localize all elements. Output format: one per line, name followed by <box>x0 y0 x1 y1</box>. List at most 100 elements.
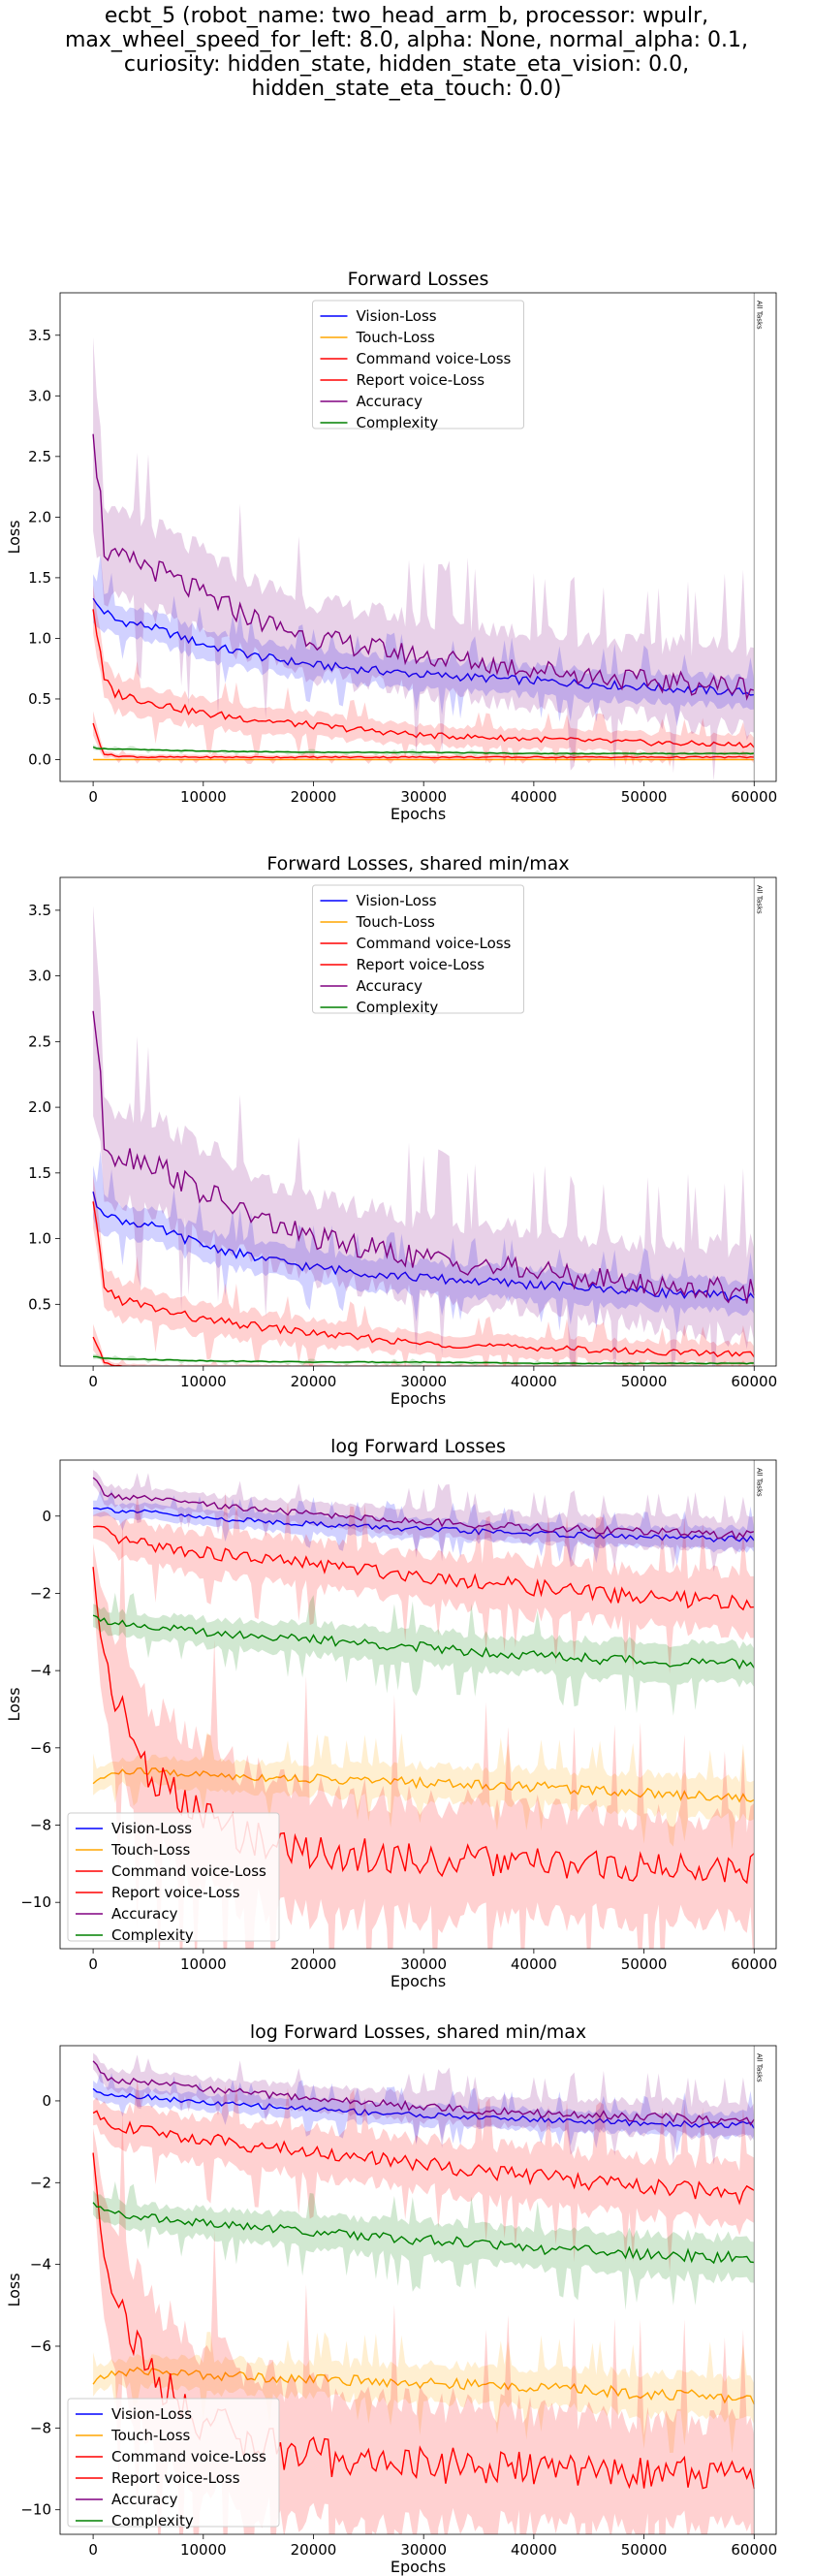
axes-frame <box>59 292 777 782</box>
legend-entry: Command voice-Loss <box>357 350 512 367</box>
y-tick-label: −2 <box>30 1584 51 1602</box>
x-tick-label: 40000 <box>511 2541 557 2559</box>
y-axis-label: Loss <box>5 2273 23 2306</box>
legend-entry: Complexity <box>357 414 439 431</box>
x-tick-label: 20000 <box>291 1956 337 1973</box>
series-line-touch-loss <box>92 1766 755 1803</box>
axes-frame <box>59 1459 777 1950</box>
legend-entry: Report voice-Loss <box>357 371 485 389</box>
series-band-complexity <box>93 2181 755 2310</box>
series-band-command-voice-loss <box>93 1492 755 1674</box>
legend-entry: Touch-Loss <box>110 1841 191 1859</box>
series-line-accuracy <box>92 1477 755 1541</box>
chart-panel-3: log Forward Losses All Tasks 0 10000 20000 30… <box>5 1436 777 1990</box>
x-tick-label: 50000 <box>621 2541 668 2559</box>
y-tick-label: 2.5 <box>28 448 51 465</box>
legend-entry: Command voice-Loss <box>111 1862 266 1880</box>
y-tick-label: 3.0 <box>28 968 51 985</box>
legend-entry: Vision-Loss <box>111 1820 192 1837</box>
figure-suptitle: ecbt_5 (robot_name: two_head_arm_b, proc… <box>65 4 748 101</box>
y-tick-label: 0 <box>42 1508 51 1525</box>
x-tick-label: 10000 <box>180 788 227 806</box>
series-band-vision-loss <box>93 1488 755 1566</box>
y-tick-label: 0.5 <box>28 690 51 708</box>
x-tick-label: 60000 <box>731 2541 777 2559</box>
legend-box <box>67 2398 280 2528</box>
series-band-accuracy <box>93 1470 755 1573</box>
legend-entry: Accuracy <box>357 977 423 995</box>
chart-title: Forward Losses, shared min/max <box>266 853 569 875</box>
series-band-accuracy <box>93 906 755 1366</box>
y-tick-label: 1.5 <box>28 1164 51 1182</box>
series-line-command-voice-loss <box>92 1525 755 1611</box>
series-line-command-voice-loss <box>92 1201 755 1358</box>
y-axis-label: Loss <box>5 1687 23 1721</box>
legend-entry: Accuracy <box>357 393 423 410</box>
x-tick-label: 30000 <box>400 1373 447 1390</box>
series-band-touch-loss <box>93 2332 755 2454</box>
series-band-command-voice-loss <box>93 2080 755 2273</box>
y-tick-label: −10 <box>20 2501 51 2519</box>
all-tasks-annotation: All Tasks <box>755 2053 763 2083</box>
series-line-complexity <box>92 746 755 755</box>
series-band-accuracy <box>93 2052 755 2165</box>
axes-frame <box>59 2045 777 2535</box>
chart-title: log Forward Losses <box>330 1436 506 1457</box>
y-tick-label: 2.5 <box>28 1033 51 1050</box>
legend-box <box>67 1812 280 1942</box>
series-line-command-voice-loss <box>92 609 755 748</box>
x-tick-label: 0 <box>88 2541 98 2559</box>
y-tick-label: −6 <box>30 1739 51 1757</box>
series-line-vision-loss <box>92 2087 755 2129</box>
legend-entry: Vision-Loss <box>357 892 437 909</box>
x-tick-label: 50000 <box>621 788 668 806</box>
series-line-complexity <box>92 1614 755 1670</box>
y-tick-label: −4 <box>30 2256 51 2274</box>
axes-frame <box>59 876 777 1367</box>
series-line-report-voice-loss <box>92 722 755 759</box>
x-tick-label: 10000 <box>180 1373 227 1390</box>
legend-entry: Touch-Loss <box>356 913 436 931</box>
series-line-complexity <box>92 2202 755 2265</box>
y-tick-label: −8 <box>30 2419 51 2436</box>
legend-entry: Touch-Loss <box>110 2427 191 2444</box>
series-line-command-voice-loss <box>92 2110 755 2206</box>
x-tick-label: 50000 <box>621 1373 668 1390</box>
legend: Vision-Loss Touch-Loss Command voice-Loss R… <box>312 300 524 431</box>
legend-entry: Complexity <box>111 1926 194 1944</box>
legend: Vision-Loss Touch-Loss Command voice-Loss R… <box>67 1812 280 1944</box>
all-tasks-annotation: All Tasks <box>755 1468 763 1497</box>
x-axis-label: Epochs <box>391 1389 446 1408</box>
x-tick-label: 60000 <box>731 1956 777 1973</box>
series-line-vision-loss <box>92 597 755 697</box>
y-tick-label: −8 <box>30 1817 51 1834</box>
legend-entry: Command voice-Loss <box>111 2448 266 2465</box>
y-tick-label: 3.5 <box>28 902 51 919</box>
x-tick-label: 0 <box>88 1373 98 1390</box>
x-tick-label: 20000 <box>291 1373 337 1390</box>
legend-entry: Accuracy <box>111 1905 178 1923</box>
y-tick-label: 0.0 <box>28 750 51 768</box>
series-band-command-voice-loss <box>93 1175 755 1366</box>
legend: Vision-Loss Touch-Loss Command voice-Loss R… <box>312 884 524 1016</box>
chart-panel-2: Forward Losses, shared min/max All Tasks 0… <box>28 853 777 1408</box>
x-tick-label: 20000 <box>291 788 337 806</box>
y-axis-label: Loss <box>5 520 23 554</box>
all-tasks-annotation: All Tasks <box>755 301 763 330</box>
x-tick-label: 40000 <box>511 1373 557 1390</box>
x-tick-label: 10000 <box>180 2541 227 2559</box>
series-line-accuracy <box>92 2060 755 2126</box>
x-axis-label: Epochs <box>391 2558 446 2576</box>
legend-entry: Command voice-Loss <box>357 935 512 952</box>
y-tick-label: 0 <box>42 2092 51 2110</box>
y-tick-label: −4 <box>30 1662 51 1679</box>
chart-title: log Forward Losses, shared min/max <box>250 2021 586 2043</box>
series-line-vision-loss <box>92 1192 755 1302</box>
chart-panel-1: Forward Losses All Tasks 0 10000 20000 30000 4… <box>5 269 777 823</box>
legend-entry: Vision-Loss <box>357 307 437 325</box>
y-tick-label: −10 <box>20 1893 51 1911</box>
legend: Vision-Loss Touch-Loss Command voice-Loss R… <box>67 2398 280 2529</box>
x-tick-label: 30000 <box>400 1956 447 1973</box>
chart-panel-4: log Forward Losses, shared min/max All Ta… <box>5 2021 777 2576</box>
plot-area <box>92 1470 755 1949</box>
